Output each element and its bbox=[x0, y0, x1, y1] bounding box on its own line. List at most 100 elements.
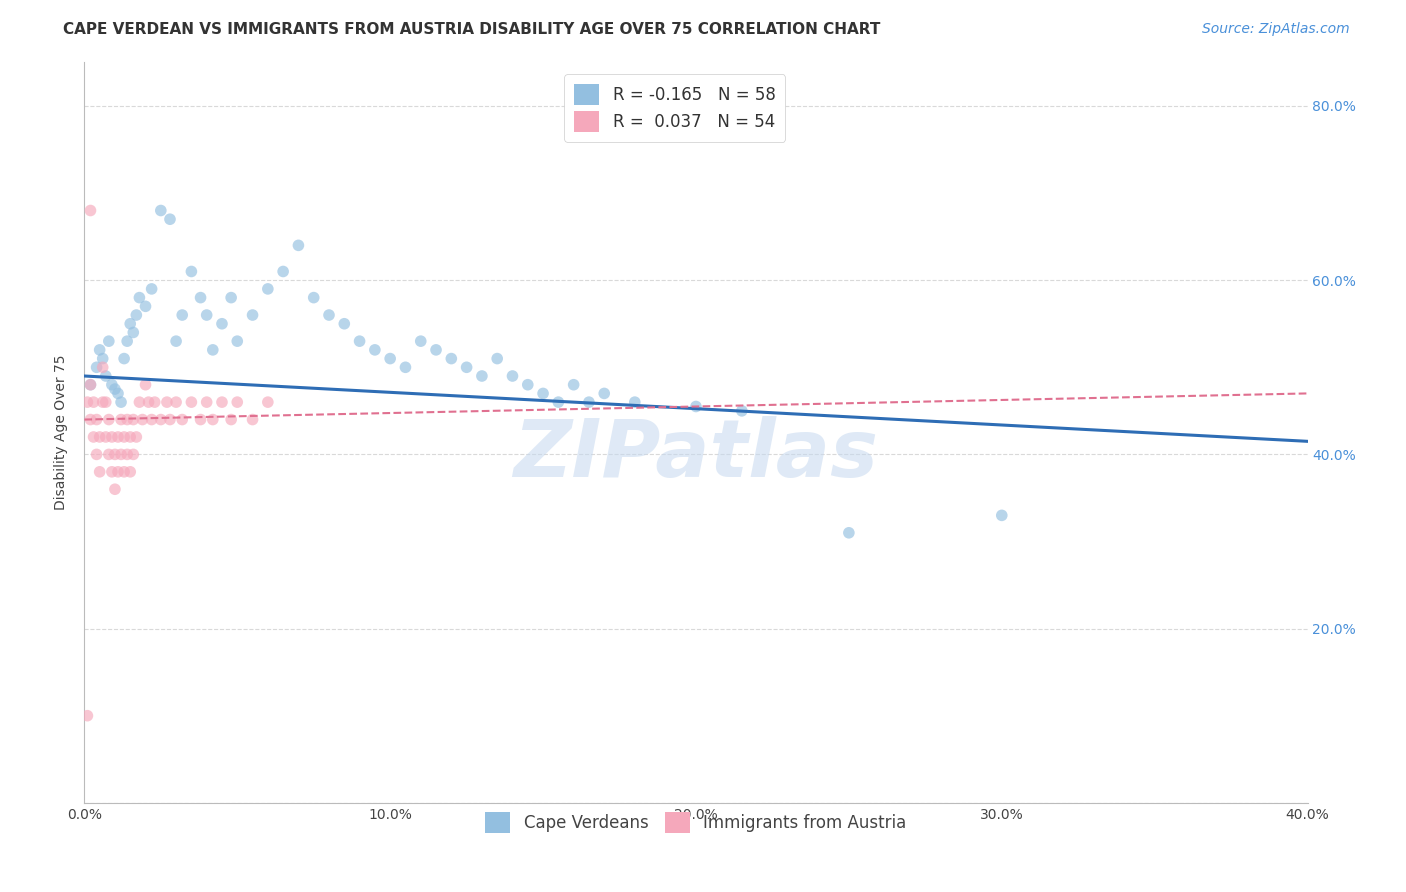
Point bbox=[991, 508, 1014, 523]
Point bbox=[125, 308, 148, 322]
Point bbox=[101, 465, 124, 479]
Point bbox=[110, 412, 132, 426]
Point bbox=[112, 465, 135, 479]
Point bbox=[120, 465, 142, 479]
Point bbox=[165, 395, 187, 409]
Text: CAPE VERDEAN VS IMMIGRANTS FROM AUSTRIA DISABILITY AGE OVER 75 CORRELATION CHART: CAPE VERDEAN VS IMMIGRANTS FROM AUSTRIA … bbox=[63, 22, 880, 37]
Point bbox=[115, 334, 138, 348]
Point bbox=[101, 430, 124, 444]
Point bbox=[104, 382, 127, 396]
Point bbox=[141, 282, 163, 296]
Point bbox=[409, 334, 432, 348]
Text: ZIPatlas: ZIPatlas bbox=[513, 416, 879, 494]
Y-axis label: Disability Age Over 75: Disability Age Over 75 bbox=[53, 355, 67, 510]
Point bbox=[83, 430, 105, 444]
Point bbox=[94, 430, 117, 444]
Point bbox=[486, 351, 509, 366]
Point bbox=[86, 412, 108, 426]
Point bbox=[562, 377, 585, 392]
Point bbox=[516, 377, 538, 392]
Point bbox=[79, 377, 101, 392]
Point bbox=[76, 395, 98, 409]
Point bbox=[89, 343, 111, 357]
Point bbox=[143, 395, 166, 409]
Point bbox=[180, 264, 202, 278]
Point bbox=[120, 430, 142, 444]
Point bbox=[471, 369, 494, 384]
Point bbox=[201, 412, 224, 426]
Point bbox=[76, 708, 98, 723]
Point bbox=[94, 395, 117, 409]
Point bbox=[135, 377, 157, 392]
Point bbox=[86, 447, 108, 461]
Point bbox=[110, 447, 132, 461]
Point bbox=[122, 412, 145, 426]
Point bbox=[685, 400, 707, 414]
Point bbox=[531, 386, 554, 401]
Point bbox=[115, 447, 138, 461]
Point bbox=[425, 343, 447, 357]
Point bbox=[201, 343, 224, 357]
Point bbox=[364, 343, 387, 357]
Point bbox=[159, 212, 181, 227]
Point bbox=[349, 334, 371, 348]
Point bbox=[104, 447, 127, 461]
Point bbox=[122, 447, 145, 461]
Point bbox=[97, 447, 120, 461]
Point bbox=[226, 334, 249, 348]
Point bbox=[97, 334, 120, 348]
Point bbox=[138, 395, 160, 409]
Point bbox=[226, 395, 249, 409]
Point bbox=[318, 308, 340, 322]
Point bbox=[456, 360, 478, 375]
Point bbox=[112, 351, 135, 366]
Point bbox=[122, 326, 145, 340]
Legend: Cape Verdeans, Immigrants from Austria: Cape Verdeans, Immigrants from Austria bbox=[475, 802, 917, 843]
Point bbox=[91, 360, 114, 375]
Point bbox=[91, 395, 114, 409]
Point bbox=[165, 334, 187, 348]
Point bbox=[624, 395, 647, 409]
Point bbox=[838, 525, 860, 540]
Point bbox=[219, 412, 242, 426]
Point bbox=[242, 412, 264, 426]
Point bbox=[149, 203, 172, 218]
Point bbox=[394, 360, 416, 375]
Point bbox=[135, 299, 157, 313]
Point bbox=[86, 360, 108, 375]
Point bbox=[128, 291, 150, 305]
Point bbox=[440, 351, 463, 366]
Point bbox=[107, 430, 129, 444]
Point bbox=[141, 412, 163, 426]
Point bbox=[219, 291, 242, 305]
Point bbox=[211, 317, 233, 331]
Point bbox=[115, 412, 138, 426]
Point bbox=[101, 377, 124, 392]
Point bbox=[110, 395, 132, 409]
Point bbox=[547, 395, 569, 409]
Point bbox=[79, 203, 101, 218]
Point bbox=[172, 308, 194, 322]
Point bbox=[149, 412, 172, 426]
Point bbox=[125, 430, 148, 444]
Point bbox=[180, 395, 202, 409]
Point bbox=[287, 238, 309, 252]
Point bbox=[380, 351, 402, 366]
Point bbox=[79, 377, 101, 392]
Point bbox=[128, 395, 150, 409]
Point bbox=[120, 317, 142, 331]
Point bbox=[333, 317, 356, 331]
Point bbox=[112, 430, 135, 444]
Point bbox=[156, 395, 179, 409]
Point bbox=[190, 291, 212, 305]
Point bbox=[79, 412, 101, 426]
Point bbox=[578, 395, 600, 409]
Point bbox=[211, 395, 233, 409]
Point bbox=[242, 308, 264, 322]
Point bbox=[89, 465, 111, 479]
Point bbox=[107, 465, 129, 479]
Point bbox=[131, 412, 153, 426]
Text: Source: ZipAtlas.com: Source: ZipAtlas.com bbox=[1202, 22, 1350, 37]
Point bbox=[104, 482, 127, 496]
Point bbox=[94, 369, 117, 384]
